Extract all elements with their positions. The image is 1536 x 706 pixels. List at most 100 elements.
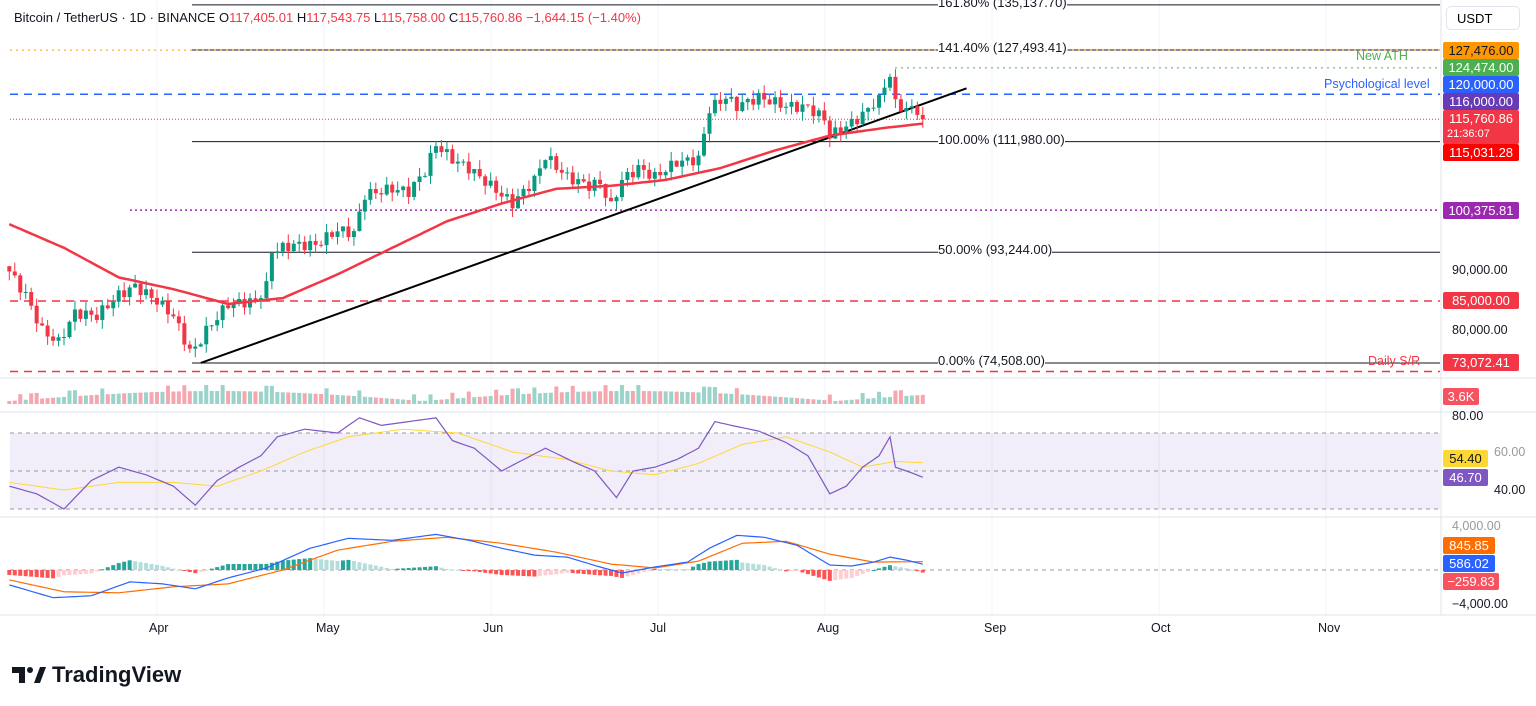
macd-histogram-bar [373,565,378,570]
x-axis-label: Jul [650,621,666,635]
candle [636,165,641,178]
volume-bar [887,396,892,404]
volume-bar [521,394,526,404]
candle [133,283,138,288]
macd-histogram-bar [778,569,783,571]
volume-bar [439,399,444,404]
candle [669,160,674,172]
macd-histogram-bar [171,568,176,570]
volume-bar [56,397,61,404]
volume-bar [89,395,94,404]
candle [444,149,449,153]
candle [805,104,810,106]
volume-bar [291,392,296,404]
candle [554,156,559,170]
fib-label: 161.80% (135,137.70) [938,0,1067,10]
macd-histogram-bar [450,569,455,571]
candle [291,243,296,252]
candle [116,290,121,302]
macd-histogram-bar [29,570,34,577]
volume-bar [800,398,805,404]
volume-bar [165,385,170,404]
volume-bar [576,391,581,404]
macd-histogram-bar [603,570,608,576]
volume-bar [619,385,624,404]
macd-histogram-bar [23,570,28,577]
macd-histogram-bar [915,570,920,572]
candle [78,309,83,319]
price-tick: 80,000.00 [1452,322,1508,337]
candle [488,180,493,186]
candle [461,161,466,163]
macd-histogram-bar [773,568,778,570]
volume-bar [674,391,679,404]
x-axis-label: Apr [149,621,169,635]
price-tag: 120,000.00 [1443,76,1519,93]
volume-bar [406,399,411,404]
macd-histogram-bar [702,562,706,570]
volume-bar [773,396,778,404]
volume-bar [893,390,898,404]
macd-histogram-bar [548,570,553,575]
candle [127,287,132,298]
candle [105,305,110,309]
macd-histogram-bar [663,569,668,571]
macd-histogram-bar [800,570,805,573]
candle [696,155,701,166]
volume-bar [444,399,449,404]
macd-histogram-bar [144,563,149,570]
macd-histogram-bar [461,570,466,571]
volume-bar [505,395,510,404]
price-tag-value: 115,760.86 [1448,111,1514,126]
candle [12,271,17,276]
volume-bar [423,400,428,404]
candle [537,168,542,176]
macd-histogram-bar [505,570,510,576]
volume-bar [149,392,154,404]
volume-bar [209,391,214,404]
macd-histogram-bar [827,570,832,581]
volume-bar [269,385,274,404]
macd-histogram-bar [499,570,504,575]
candle [362,199,367,212]
volume-bar [23,399,28,404]
volume-bar [734,388,739,404]
volume-bar [390,398,395,404]
candle [264,281,269,299]
volume-bar [822,400,827,404]
volume-bar [844,400,849,404]
volume-bar [609,391,614,404]
candle [253,298,258,301]
candle [160,300,165,305]
volume-bar [127,393,132,404]
candle [844,126,849,134]
volume-bar [603,385,608,404]
macd-histogram-bar [494,570,499,575]
candle [494,180,499,193]
candle [29,292,34,306]
volume-bar [762,395,767,404]
candle [428,152,433,176]
candle [335,231,340,237]
volume-bar [286,392,291,404]
volume-bar [379,397,384,404]
rsi-tick: 40.00 [1494,483,1526,497]
candle [138,283,143,296]
candle [877,95,882,108]
macd-histogram-bar [275,561,280,570]
macd-histogram-bar [516,570,521,576]
candle [423,175,428,177]
volume-bar [816,399,821,404]
macd-histogram-bar [647,570,652,571]
candle [526,188,531,192]
tradingview-logo[interactable]: TradingView [12,662,181,688]
macd-histogram-bar [187,570,192,573]
candle [379,193,384,195]
volume-bar [702,386,706,404]
macd-histogram-bar [280,560,285,570]
volume-bar [335,394,340,404]
price-tag-value: 127,476.00 [1448,43,1514,58]
volume-bar [685,391,690,404]
currency-selector[interactable]: USDT [1446,6,1520,30]
